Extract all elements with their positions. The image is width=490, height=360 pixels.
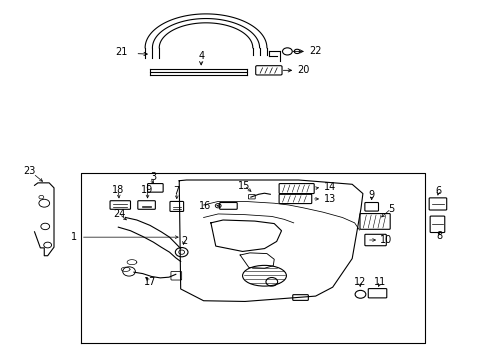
Text: 2: 2 [181,236,187,246]
Text: 6: 6 [435,186,441,196]
Text: 8: 8 [437,231,443,242]
Text: 18: 18 [112,185,124,195]
Text: 4: 4 [198,51,204,61]
Text: 9: 9 [368,190,375,200]
Text: 20: 20 [297,65,310,75]
Text: 5: 5 [388,203,394,213]
Text: 3: 3 [150,172,156,182]
Text: 22: 22 [309,46,322,57]
Text: 17: 17 [144,277,156,287]
Text: 12: 12 [354,277,366,287]
Text: 21: 21 [116,48,128,58]
Text: 15: 15 [238,181,250,191]
Text: 16: 16 [198,201,211,211]
Text: 13: 13 [324,194,336,204]
Text: 19: 19 [142,185,154,195]
Text: 24: 24 [113,209,125,219]
Text: 23: 23 [24,166,36,176]
Text: 14: 14 [324,182,336,192]
Text: 11: 11 [374,277,387,287]
Text: 1: 1 [71,232,77,242]
Text: 10: 10 [380,235,392,245]
Text: 7: 7 [173,186,180,197]
